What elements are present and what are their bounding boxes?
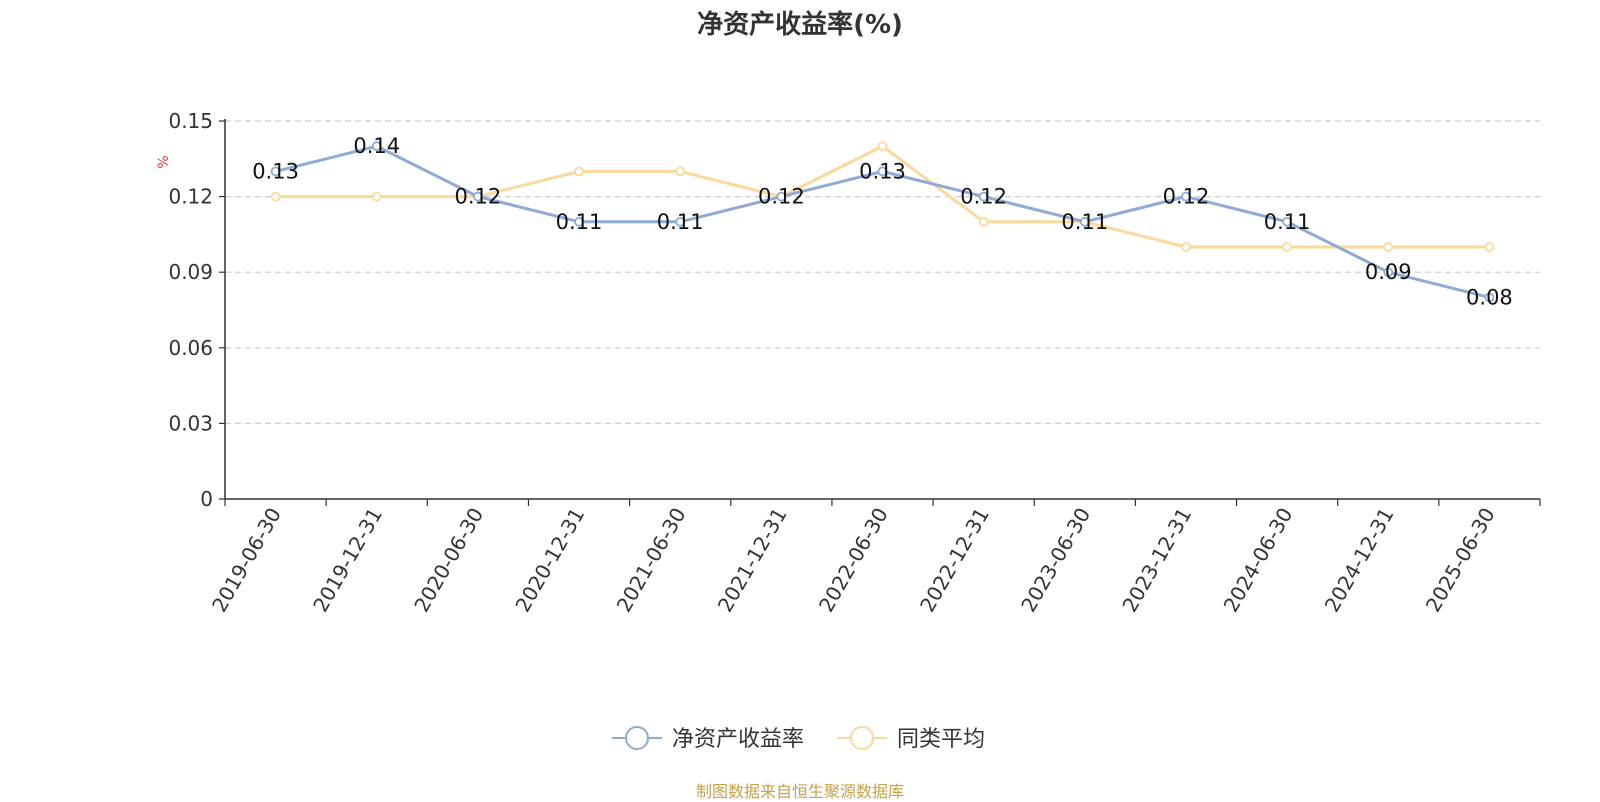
data-point-roe <box>472 191 483 202</box>
legend-marker <box>625 726 649 750</box>
x-tick-label: 2023-12-31 <box>1117 504 1196 617</box>
data-label: 0.12 <box>1163 185 1210 209</box>
data-label: 0.11 <box>657 210 704 234</box>
x-tick-label: 2021-12-31 <box>713 504 792 617</box>
x-tick-label: 2020-06-30 <box>409 504 488 617</box>
data-point-roe <box>574 216 584 227</box>
data-label: 0.13 <box>252 159 299 183</box>
chart-title: 净资产收益率(%) <box>697 10 903 40</box>
data-point-roe <box>978 191 989 202</box>
legend-marker <box>850 726 874 750</box>
legend-item-roe: 净资产收益率 <box>612 726 804 752</box>
data-point-peer-average <box>978 216 989 227</box>
data-label: 0.09 <box>1365 260 1412 284</box>
data-point-roe <box>1079 216 1090 227</box>
x-tick-label: 2024-06-30 <box>1219 504 1298 617</box>
data-label: 0.14 <box>353 134 400 158</box>
data-point-peer-average <box>270 191 281 202</box>
data-point-roe <box>1383 267 1394 278</box>
data-label: 0.13 <box>859 159 906 183</box>
y-tick-label: 0.03 <box>168 411 213 435</box>
x-tick-label: 2023-06-30 <box>1016 504 1095 617</box>
data-point-roe <box>675 216 686 227</box>
data-label: 0.12 <box>455 185 502 209</box>
data-label: 0.11 <box>1264 210 1311 234</box>
data-label: 0.11 <box>1061 210 1108 234</box>
x-tick-label: 2022-12-31 <box>915 503 994 616</box>
legend-label: 净资产收益率 <box>672 727 804 752</box>
data-point-peer-average <box>1181 242 1191 252</box>
data-point-peer-average <box>1484 242 1495 252</box>
data-point-peer-average <box>675 166 686 177</box>
data-label: 0.11 <box>556 210 603 234</box>
y-tick-label: 0.06 <box>168 336 213 360</box>
x-tick-label: 2025-06-30 <box>1421 504 1500 617</box>
data-point-peer-average <box>877 141 888 152</box>
y-tick-label: 0.09 <box>168 260 213 284</box>
x-tick-label: 2020-12-31 <box>510 504 589 617</box>
data-point-peer-average <box>574 166 584 177</box>
x-tick-label: 2021-06-30 <box>612 504 691 617</box>
x-tick-label: 2022-06-30 <box>814 504 893 617</box>
data-label: 0.12 <box>960 185 1007 209</box>
x-tick-label: 2024-12-31 <box>1320 504 1399 617</box>
y-tick-label: 0 <box>200 487 213 511</box>
data-point-peer-average <box>1383 242 1394 252</box>
data-point-peer-average <box>371 191 382 202</box>
y-tick-label: 0.12 <box>168 185 213 209</box>
data-source-note: 制图数据来自恒生聚源数据库 <box>695 782 904 801</box>
data-point-roe <box>877 166 888 177</box>
y-axis-unit-label: % <box>156 155 172 168</box>
data-label: 0.12 <box>758 185 805 209</box>
data-point-peer-average <box>1282 242 1293 252</box>
x-tick-label: 2019-06-30 <box>207 504 286 617</box>
data-point-roe <box>371 141 382 152</box>
legend-item-peer-average: 同类平均 <box>837 726 985 752</box>
data-point-roe <box>1484 292 1495 303</box>
data-label: 0.08 <box>1466 285 1513 309</box>
legend-label: 同类平均 <box>897 727 985 752</box>
y-tick-label: 0.15 <box>168 109 213 133</box>
data-point-roe <box>1282 216 1293 227</box>
data-point-roe <box>776 191 787 202</box>
x-tick-label: 2019-12-31 <box>308 504 387 617</box>
data-point-roe <box>1181 191 1191 202</box>
data-point-roe <box>270 166 281 177</box>
